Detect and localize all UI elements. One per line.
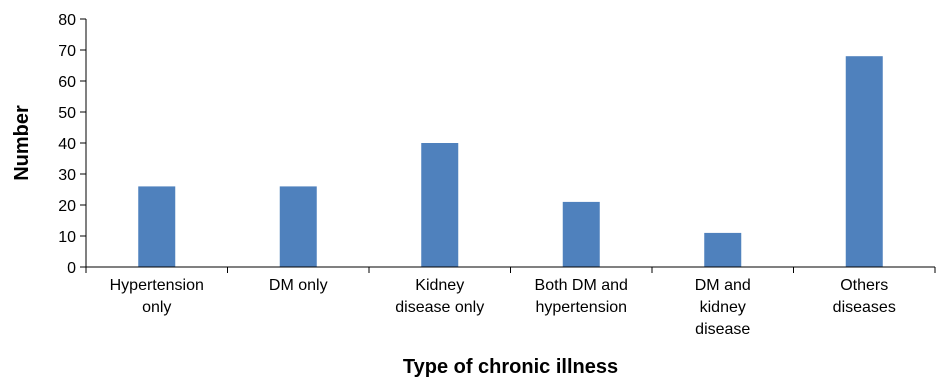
bar	[845, 56, 883, 268]
x-category-label: Hypertension	[110, 277, 204, 294]
y-tick-label: 40	[58, 136, 76, 153]
y-tick-label: 80	[58, 12, 76, 29]
y-tick-label: 0	[67, 260, 76, 277]
bar	[421, 143, 459, 267]
x-category-label: DM and	[695, 277, 751, 294]
bar	[279, 186, 317, 267]
y-tick-label: 20	[58, 198, 76, 215]
y-tick-label: 30	[58, 167, 76, 184]
bar	[562, 201, 600, 267]
x-category-label: hypertension	[535, 299, 627, 316]
x-category-label: only	[142, 299, 171, 316]
y-tick-label: 70	[58, 43, 76, 60]
bar	[704, 232, 742, 267]
y-tick-label: 60	[58, 74, 76, 91]
y-tick-label: 10	[58, 229, 76, 246]
bars	[138, 56, 883, 268]
x-category-label: Both DM and	[535, 277, 628, 294]
x-axis-category-labels: Hypertension only DM only Kidney disease onl…	[85, 267, 936, 338]
x-category-label: Kidney	[415, 277, 464, 294]
x-axis-title: Type of chronic illness	[403, 356, 618, 378]
bar	[138, 186, 176, 267]
x-category-label: disease only	[395, 299, 484, 316]
x-category-label: kidney	[700, 299, 746, 316]
y-tick-label: 50	[58, 105, 76, 122]
x-category-label: disease	[695, 321, 750, 338]
x-category-label: Others	[840, 277, 888, 294]
y-axis-title: Number	[11, 105, 33, 181]
x-category-label: DM only	[269, 277, 328, 294]
y-axis-ticks: 0 10 20 30 40 50 60 70 80	[58, 12, 86, 277]
x-category-label: diseases	[833, 299, 896, 316]
